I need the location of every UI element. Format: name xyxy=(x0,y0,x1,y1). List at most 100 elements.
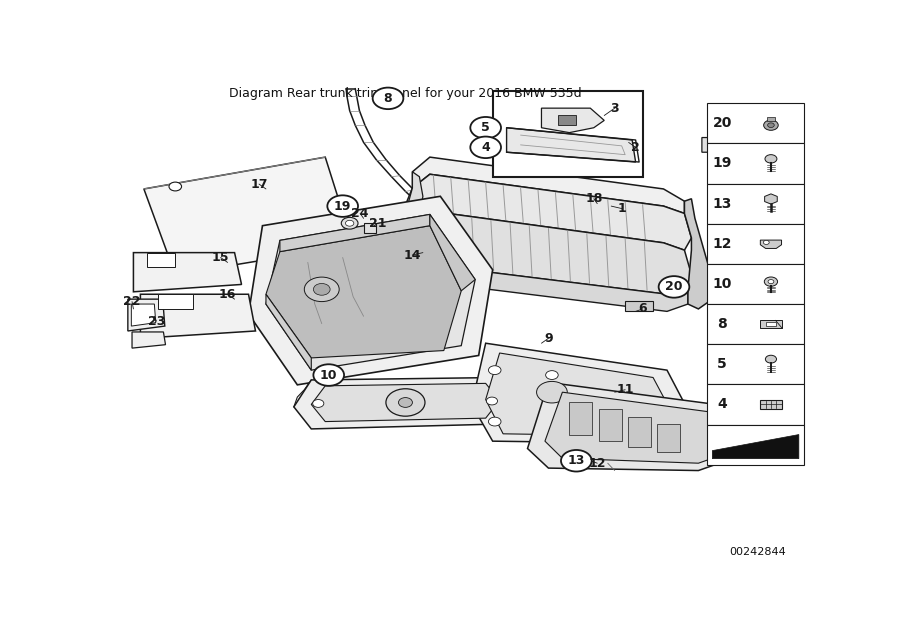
Polygon shape xyxy=(542,108,604,133)
Text: 22: 22 xyxy=(123,295,140,308)
Circle shape xyxy=(763,240,769,244)
Circle shape xyxy=(341,218,358,229)
Bar xyxy=(706,103,805,143)
Bar xyxy=(364,223,376,233)
Text: 17: 17 xyxy=(250,177,267,191)
Circle shape xyxy=(764,120,778,130)
Circle shape xyxy=(471,117,501,139)
Text: 12: 12 xyxy=(713,237,732,251)
Polygon shape xyxy=(702,137,737,152)
Circle shape xyxy=(489,366,501,375)
Text: 19: 19 xyxy=(334,200,351,212)
Polygon shape xyxy=(713,434,799,459)
Text: 10: 10 xyxy=(320,368,338,382)
Polygon shape xyxy=(527,382,737,471)
Circle shape xyxy=(373,88,403,109)
Circle shape xyxy=(659,276,689,298)
Text: 13: 13 xyxy=(713,197,732,211)
Text: 4: 4 xyxy=(717,398,727,411)
Polygon shape xyxy=(128,299,165,331)
Bar xyxy=(706,384,805,424)
Polygon shape xyxy=(133,252,241,292)
Text: 6: 6 xyxy=(638,303,647,315)
Polygon shape xyxy=(760,240,781,249)
Polygon shape xyxy=(311,384,500,422)
Text: 15: 15 xyxy=(212,251,230,264)
Circle shape xyxy=(313,284,330,295)
Circle shape xyxy=(545,371,558,380)
Polygon shape xyxy=(266,226,461,358)
Text: 1: 1 xyxy=(617,202,626,215)
Bar xyxy=(706,184,805,224)
Circle shape xyxy=(471,137,501,158)
Polygon shape xyxy=(293,378,517,429)
Text: 24: 24 xyxy=(351,207,369,220)
Polygon shape xyxy=(158,294,193,309)
Circle shape xyxy=(399,398,412,408)
Polygon shape xyxy=(430,214,475,291)
Polygon shape xyxy=(402,174,691,250)
Text: 21: 21 xyxy=(369,217,386,230)
Bar xyxy=(706,304,805,344)
Text: 19: 19 xyxy=(713,156,732,170)
Polygon shape xyxy=(486,353,674,436)
Polygon shape xyxy=(132,332,166,348)
Polygon shape xyxy=(148,252,176,267)
Circle shape xyxy=(486,397,498,405)
Polygon shape xyxy=(280,214,430,252)
Bar xyxy=(626,301,653,312)
Text: 8: 8 xyxy=(717,317,727,331)
Text: 11: 11 xyxy=(616,384,634,396)
Text: 13: 13 xyxy=(568,454,585,467)
Circle shape xyxy=(489,417,501,426)
Text: Diagram Rear trunk trim panel for your 2016 BMW 535d: Diagram Rear trunk trim panel for your 2… xyxy=(230,87,581,100)
Polygon shape xyxy=(131,304,156,326)
Text: 2: 2 xyxy=(631,141,640,154)
Circle shape xyxy=(765,155,777,163)
Text: 5: 5 xyxy=(482,121,490,134)
Circle shape xyxy=(169,182,182,191)
Text: 3: 3 xyxy=(610,102,619,114)
Bar xyxy=(706,143,805,184)
Polygon shape xyxy=(144,157,353,275)
Text: 8: 8 xyxy=(383,92,392,105)
Bar xyxy=(767,117,775,121)
Polygon shape xyxy=(140,294,256,338)
Text: 20: 20 xyxy=(665,280,683,293)
Circle shape xyxy=(764,277,778,286)
Polygon shape xyxy=(402,211,691,294)
Polygon shape xyxy=(684,198,709,309)
Circle shape xyxy=(386,389,425,416)
Polygon shape xyxy=(765,194,778,204)
Circle shape xyxy=(768,280,774,284)
Circle shape xyxy=(536,382,567,403)
Circle shape xyxy=(768,123,774,128)
Bar xyxy=(570,402,592,435)
Text: 4: 4 xyxy=(482,141,490,154)
Text: 23: 23 xyxy=(148,315,165,328)
Circle shape xyxy=(561,450,591,471)
Bar xyxy=(628,417,651,446)
Text: 12: 12 xyxy=(589,457,606,470)
Circle shape xyxy=(312,399,324,408)
Bar xyxy=(598,410,622,441)
Text: 16: 16 xyxy=(219,287,237,301)
Polygon shape xyxy=(399,172,423,284)
Polygon shape xyxy=(472,343,691,444)
Bar xyxy=(706,344,805,384)
Bar xyxy=(706,224,805,264)
Circle shape xyxy=(313,364,344,386)
Polygon shape xyxy=(412,157,684,214)
Polygon shape xyxy=(545,392,723,463)
Text: 14: 14 xyxy=(404,249,421,261)
Polygon shape xyxy=(399,252,688,312)
Bar xyxy=(706,264,805,304)
Bar xyxy=(492,91,643,177)
Bar xyxy=(706,424,805,465)
Polygon shape xyxy=(557,116,576,125)
Text: 7: 7 xyxy=(712,116,720,129)
Polygon shape xyxy=(266,294,311,370)
Text: 9: 9 xyxy=(544,332,553,345)
Circle shape xyxy=(328,195,358,217)
Polygon shape xyxy=(248,197,492,385)
